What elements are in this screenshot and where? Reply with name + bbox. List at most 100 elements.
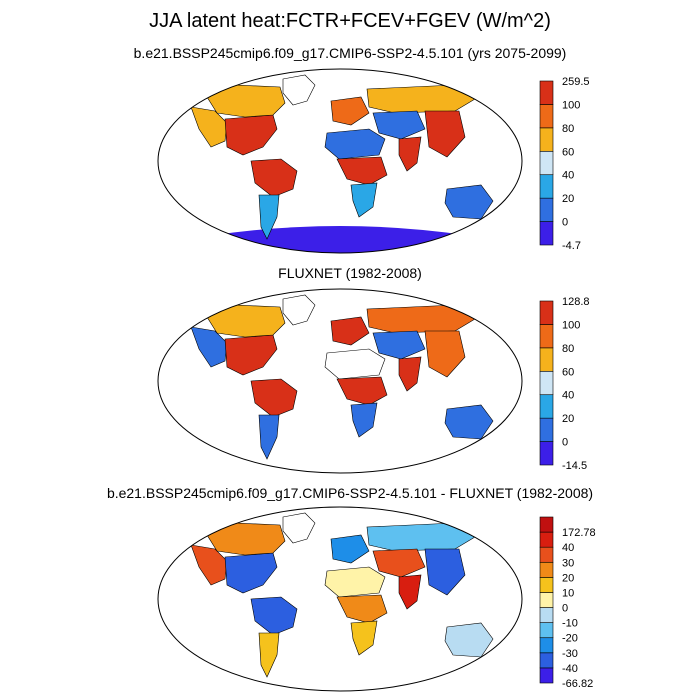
region-greenland	[282, 512, 316, 544]
colorbar-label: 0	[562, 217, 568, 229]
colorbar-segment	[539, 174, 554, 199]
region-central-africa	[336, 376, 388, 406]
colorbar-segment	[539, 300, 554, 325]
colorbar-segment	[539, 546, 554, 563]
region-greenland	[282, 74, 316, 106]
colorbar-label: -10	[562, 618, 578, 630]
colorbar-label: 80	[562, 123, 574, 135]
region-central-africa	[336, 594, 388, 624]
colorbar-segment	[539, 652, 554, 669]
panel-2-subtitle: FLUXNET (1982-2008)	[278, 265, 422, 281]
map-outline	[157, 506, 523, 692]
region-siberia	[366, 304, 476, 334]
colorbar-fluxnet: -14.5 0 20 40 60 80 100 128.8	[539, 296, 630, 472]
region-southern-africa	[350, 402, 378, 438]
colorbar-segment	[539, 577, 554, 593]
colorbar-label: 40	[562, 170, 574, 182]
region-india	[398, 136, 422, 172]
colorbar-segment	[539, 531, 554, 548]
region-amazon	[250, 158, 298, 198]
colorbar-label: 100	[562, 319, 580, 331]
colorbar-label: 80	[562, 343, 574, 355]
colorbar-label: -4.7	[562, 240, 581, 252]
colorbar-segment	[539, 417, 554, 442]
region-siberia	[366, 84, 476, 114]
colorbar-label: 0	[562, 437, 568, 449]
region-india	[398, 356, 422, 392]
region-siberia	[366, 522, 476, 552]
colorbar-segment	[539, 104, 554, 129]
region-south-america-south	[258, 194, 280, 240]
colorbar-segment	[539, 324, 554, 349]
colorbar-segment	[539, 561, 554, 578]
region-canada	[206, 522, 286, 556]
region-europe	[330, 316, 370, 346]
region-north-america-west	[190, 106, 228, 148]
colorbar-segment	[539, 394, 554, 419]
colorbar-label: 20	[562, 413, 574, 425]
region-amazon	[250, 378, 298, 418]
colorbar-label: 0	[562, 603, 568, 615]
region-canada	[206, 84, 286, 118]
panel-1-subtitle: b.e21.BSSP245cmip6.f09_g17.CMIP6-SSP2-4.…	[133, 45, 567, 61]
region-north-america-west	[190, 544, 228, 586]
colorbar-segment	[539, 441, 554, 466]
colorbar-label: 30	[562, 557, 574, 569]
region-north-america-west	[190, 326, 228, 368]
region-south-america-south	[258, 632, 280, 678]
map-outline	[157, 68, 523, 254]
region-amazon	[250, 596, 298, 636]
region-sahara	[324, 348, 386, 380]
colorbar-segment	[539, 347, 554, 372]
colorbar-label: -40	[562, 663, 578, 675]
panel-3-subtitle: b.e21.BSSP245cmip6.f09_g17.CMIP6-SSP2-4.…	[106, 485, 594, 501]
colorbar-label: 20	[562, 572, 574, 584]
colorbar-segment	[539, 150, 554, 176]
colorbar-segment	[539, 592, 554, 608]
map-panel-model	[155, 67, 525, 255]
region-canada	[206, 304, 286, 338]
colorbar-label: -14.5	[562, 460, 587, 472]
region-east-asia	[424, 548, 466, 596]
region-southern-africa	[350, 182, 378, 218]
colorbar-label: 60	[562, 366, 574, 378]
region-southern-africa	[350, 620, 378, 656]
colorbar-segment	[539, 667, 554, 684]
region-sahara	[324, 128, 386, 160]
map-panel-fluxnet	[155, 287, 525, 475]
region-central-africa	[336, 156, 388, 186]
region-europe	[330, 534, 370, 564]
colorbar-label: 10	[562, 587, 574, 599]
colorbar-segment	[539, 197, 554, 222]
region-europe	[330, 96, 370, 126]
colorbar-label: 40	[562, 542, 574, 554]
region-central-asia	[372, 110, 426, 140]
colorbar-segment	[539, 221, 554, 246]
colorbar-segment	[539, 516, 554, 533]
colorbar-label: 100	[562, 99, 580, 111]
colorbar-label: 40	[562, 390, 574, 402]
colorbar-model: -4.7 0 20 40 60 80 100 259.5	[539, 76, 630, 252]
map-panel-difference	[155, 505, 525, 693]
colorbar-segment	[539, 622, 554, 639]
region-central-asia	[372, 548, 426, 578]
colorbar-segment	[539, 637, 554, 654]
colorbar-segment	[539, 127, 554, 152]
colorbar-segment	[539, 607, 554, 623]
region-central-asia	[372, 330, 426, 360]
region-east-asia	[424, 330, 466, 378]
colorbar-label: -66.82	[562, 678, 593, 690]
map-outline	[157, 288, 523, 474]
colorbar-label: 172.78	[562, 527, 596, 539]
colorbar-label: -20	[562, 633, 578, 645]
colorbar-label: 259.5	[562, 76, 590, 88]
colorbar-segment	[539, 370, 554, 396]
colorbar-label: 128.8	[562, 296, 590, 308]
colorbar-label: -30	[562, 648, 578, 660]
colorbar-segment	[539, 80, 554, 105]
region-india	[398, 574, 422, 610]
colorbar-label: 20	[562, 193, 574, 205]
figure-title: JJA latent heat:FCTR+FCEV+FGEV (W/m^2)	[149, 10, 551, 32]
colorbar-difference: -66.82 -40 -30 -20 -10 0 10 20 30 40 172.78	[539, 512, 630, 690]
region-sahara	[324, 566, 386, 598]
